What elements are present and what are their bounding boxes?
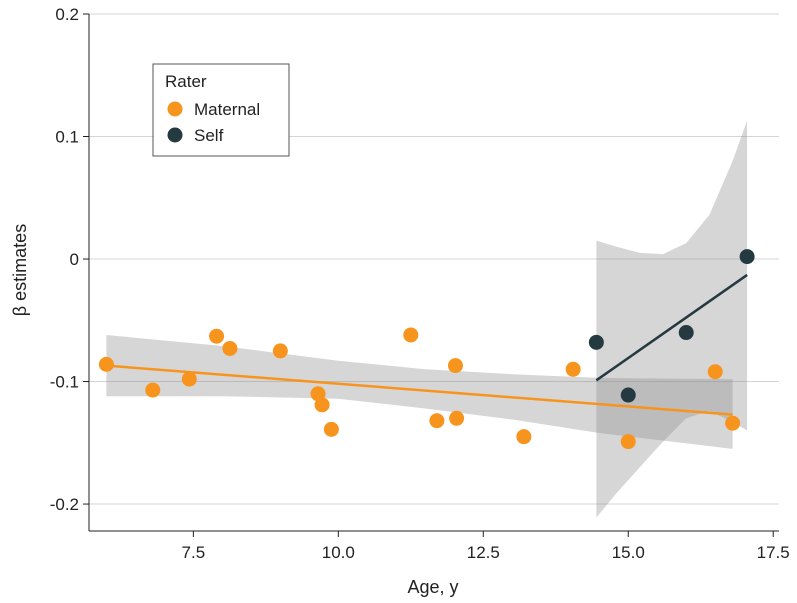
point-maternal-5 [272,343,288,359]
y-tick-label-2: 0 [70,250,79,269]
point-maternal-10 [429,413,445,429]
axes [88,14,779,532]
x-tick-label-1: 10.0 [322,543,355,562]
point-self-3 [739,249,755,265]
legend-label-self: Self [194,126,224,145]
point-maternal-7 [314,397,330,413]
data-points [98,249,755,450]
legend-marker-maternal [167,101,183,117]
legend: Rater Maternal Self [152,63,290,157]
y-tick-label-3: -0.1 [50,373,79,392]
x-axis-title: Age, y [407,577,458,597]
x-tick-label-0: 7.5 [182,543,206,562]
point-maternal-3 [209,328,225,344]
point-maternal-16 [707,364,723,380]
point-maternal-0 [98,356,114,372]
point-maternal-1 [145,382,161,398]
x-tick-label-3: 15.0 [612,543,645,562]
confidence-bands [106,120,748,518]
point-maternal-8 [323,421,339,437]
point-maternal-2 [181,371,197,387]
confidence-band-self [596,120,748,518]
point-maternal-12 [449,410,465,426]
legend-marker-self [167,127,183,143]
point-maternal-4 [222,340,238,356]
point-maternal-17 [725,415,741,431]
point-maternal-9 [403,327,419,343]
point-maternal-15 [620,434,636,450]
fit-line-self [595,273,748,382]
point-maternal-13 [516,429,532,445]
fit-lines [106,273,748,416]
confidence-band-maternal [106,335,733,449]
y-tick-label-1: 0.1 [55,128,79,147]
point-self-0 [588,334,604,350]
legend-label-maternal: Maternal [194,100,260,119]
fit-line-maternal [106,364,733,416]
x-tick-label-4: 17.5 [757,543,790,562]
y-tick-label-0: 0.2 [55,5,79,24]
y-tick-label-4: -0.2 [50,495,79,514]
ticks: 0.2 0.1 0 -0.1 -0.2 7.5 10.0 12.5 15.0 17.5 [50,5,790,562]
legend-title: Rater [165,72,207,91]
y-axis-title: β estimates [10,224,30,316]
x-tick-label-2: 12.5 [467,543,500,562]
point-maternal-11 [447,358,463,374]
point-self-2 [678,325,694,341]
point-maternal-14 [565,361,581,377]
point-self-1 [620,387,636,403]
